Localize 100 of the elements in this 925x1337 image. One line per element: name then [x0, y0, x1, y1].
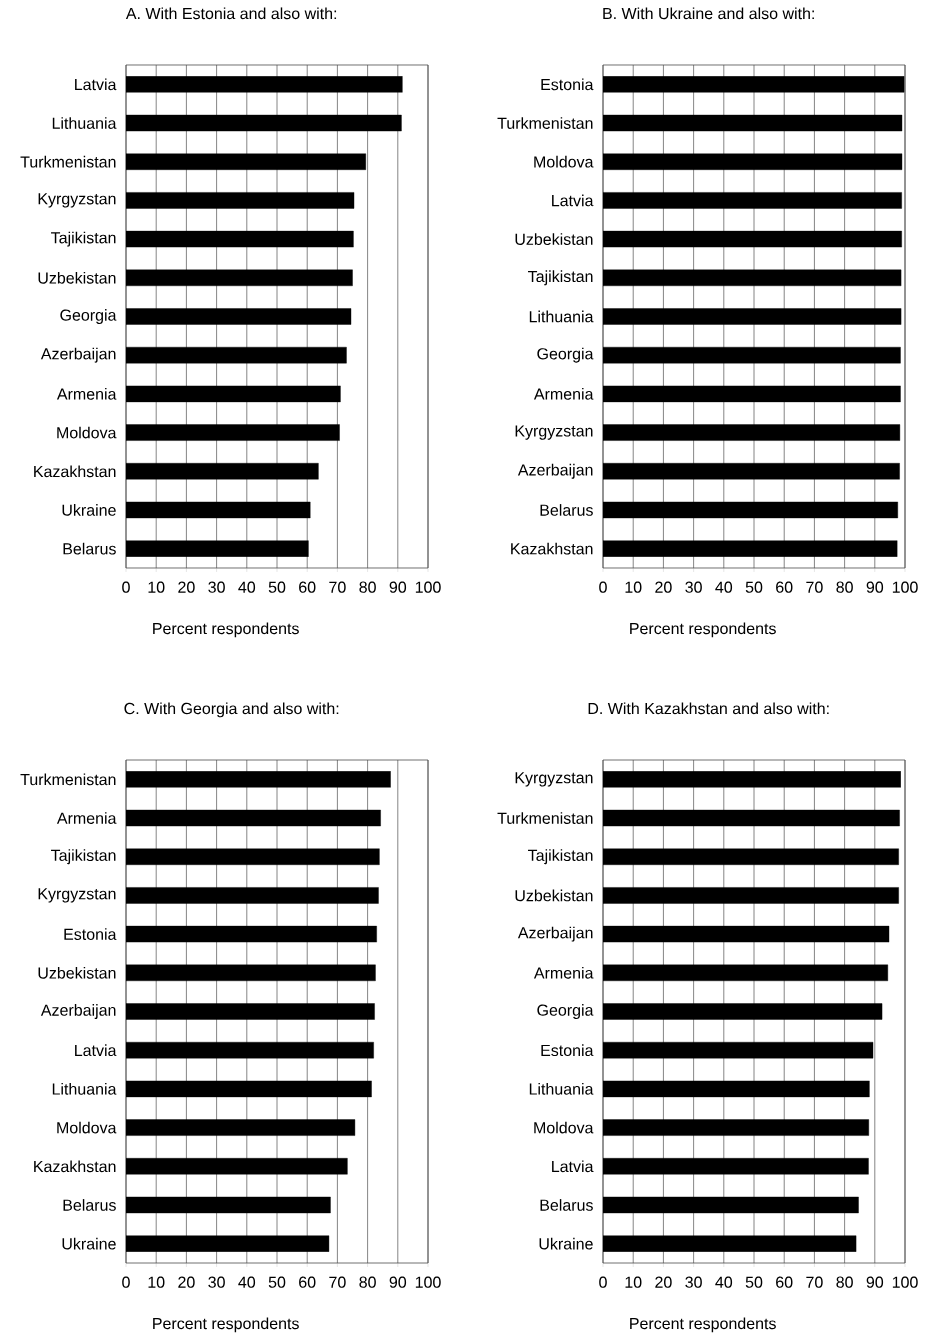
- bar: [603, 1158, 869, 1175]
- y-tick-label: Estonia: [64, 928, 117, 940]
- x-tick-label: 90: [866, 581, 884, 593]
- y-tick-label: Georgia: [537, 1004, 594, 1019]
- x-tick-label: 80: [836, 581, 853, 593]
- y-tick-label: Uzbekistan: [38, 966, 116, 979]
- x-tick-label: 70: [329, 1276, 346, 1288]
- y-tick-label: Ukraine: [62, 504, 116, 516]
- bar: [603, 964, 888, 982]
- y-tick-label: Tajikistan: [528, 849, 593, 865]
- y-tick-label: Lithuania: [529, 310, 594, 323]
- x-tick-label: 90: [389, 581, 407, 593]
- y-tick-label: Turkmenistan: [20, 155, 116, 168]
- x-tick-label: 70: [806, 581, 823, 593]
- chart-title: B. With Ukraine and also with:: [603, 7, 814, 20]
- bar: [603, 887, 899, 904]
- y-tick-label: Moldova: [534, 155, 594, 168]
- x-tick-label: 10: [625, 581, 642, 593]
- bar: [603, 1080, 870, 1098]
- x-tick-label: 50: [745, 581, 763, 593]
- x-tick-label: 30: [208, 581, 225, 593]
- y-tick-label: Belarus: [540, 1199, 593, 1211]
- bar: [603, 809, 900, 827]
- x-tick-label: 10: [148, 581, 165, 593]
- y-tick-label: Uzbekistan: [515, 889, 593, 902]
- x-tick-label: 60: [776, 1276, 793, 1288]
- bar: [603, 925, 890, 943]
- x-tick-label: 20: [178, 581, 195, 593]
- y-tick-label: Lithuania: [52, 1083, 117, 1095]
- x-tick-label: 10: [148, 1276, 165, 1288]
- y-tick-label: Moldova: [57, 1121, 117, 1134]
- bar: [603, 1196, 859, 1214]
- y-tick-label: Azerbaijan: [517, 463, 593, 479]
- x-tick-label: 80: [359, 581, 376, 593]
- y-tick-label: Kazakhstan: [34, 1160, 116, 1173]
- y-tick-label: Kyrgyzstan: [38, 888, 116, 903]
- x-tick-label: 100: [892, 581, 918, 593]
- x-tick-label: 30: [685, 1276, 702, 1288]
- y-tick-label: Azerbaijan: [40, 347, 116, 363]
- y-tick-label: Kyrgyzstan: [515, 425, 593, 440]
- x-tick-label: 0: [599, 581, 607, 593]
- chart-title: C. With Georgia and also with:: [124, 702, 339, 718]
- y-tick-label: Azerbaijan: [40, 1004, 116, 1019]
- y-tick-label: Armenia: [533, 388, 594, 400]
- x-tick-label: 20: [655, 581, 672, 593]
- y-tick-label: Latvia: [552, 194, 594, 207]
- x-tick-label: 50: [745, 1276, 763, 1288]
- x-tick-label: 50: [268, 581, 286, 593]
- y-tick-label: Belarus: [540, 504, 593, 516]
- y-tick-label: Kyrgyzstan: [515, 772, 593, 787]
- x-tick-label: 80: [836, 1276, 853, 1288]
- x-tick-label: 30: [208, 1276, 225, 1288]
- y-tick-label: Georgia: [60, 309, 117, 324]
- x-tick-label: 60: [776, 581, 793, 593]
- x-tick-label: 10: [625, 1276, 642, 1288]
- y-tick-label: Latvia: [75, 78, 117, 91]
- y-tick-label: Uzbekistan: [38, 271, 116, 284]
- bar: [603, 1003, 883, 1020]
- y-tick-label: Belarus: [63, 1199, 116, 1211]
- x-axis-title: Percent respondents: [153, 1317, 299, 1333]
- x-tick-label: 70: [806, 1276, 823, 1288]
- x-tick-label: 40: [715, 1276, 733, 1288]
- y-tick-label: Armenia: [56, 388, 117, 400]
- x-tick-label: 90: [866, 1276, 884, 1288]
- bar: [603, 1235, 857, 1252]
- y-tick-label: Latvia: [75, 1044, 117, 1057]
- y-tick-label: Tajikistan: [51, 849, 116, 865]
- y-tick-label: Kazakhstan: [34, 465, 116, 478]
- y-tick-label: Turkmenistan: [497, 117, 593, 129]
- y-tick-label: Kyrgyzstan: [38, 193, 116, 208]
- y-tick-label: Estonia: [541, 1044, 594, 1057]
- x-tick-label: 50: [268, 1276, 286, 1288]
- y-tick-label: Latvia: [552, 1160, 594, 1173]
- chart-title: A. With Estonia and also with:: [125, 7, 337, 20]
- x-tick-label: 40: [715, 581, 733, 593]
- y-tick-label: Lithuania: [529, 1083, 594, 1095]
- x-tick-label: 100: [892, 1276, 918, 1288]
- y-tick-label: Estonia: [541, 78, 594, 91]
- bar: [603, 1119, 869, 1136]
- x-tick-label: 20: [655, 1276, 672, 1288]
- x-axis-title: Percent respondents: [630, 622, 776, 638]
- x-tick-label: 100: [415, 581, 441, 593]
- x-tick-label: 30: [685, 581, 702, 593]
- x-tick-label: 20: [178, 1276, 195, 1288]
- y-tick-label: Turkmenistan: [20, 773, 116, 786]
- x-tick-label: 0: [599, 1276, 607, 1288]
- y-tick-label: Armenia: [533, 966, 594, 979]
- x-tick-label: 0: [122, 581, 130, 593]
- bar: [603, 771, 901, 788]
- y-tick-label: Armenia: [56, 812, 117, 824]
- bar: [603, 848, 899, 865]
- x-tick-label: 40: [238, 1276, 256, 1288]
- x-tick-label: 70: [329, 581, 346, 593]
- y-tick-label: Moldova: [57, 426, 117, 439]
- x-tick-label: 100: [415, 1276, 441, 1288]
- y-tick-label: Georgia: [537, 347, 594, 363]
- y-tick-label: Lithuania: [52, 117, 117, 129]
- bar: [603, 1042, 874, 1059]
- x-tick-label: 40: [238, 581, 256, 593]
- y-tick-label: Tajikistan: [528, 270, 593, 286]
